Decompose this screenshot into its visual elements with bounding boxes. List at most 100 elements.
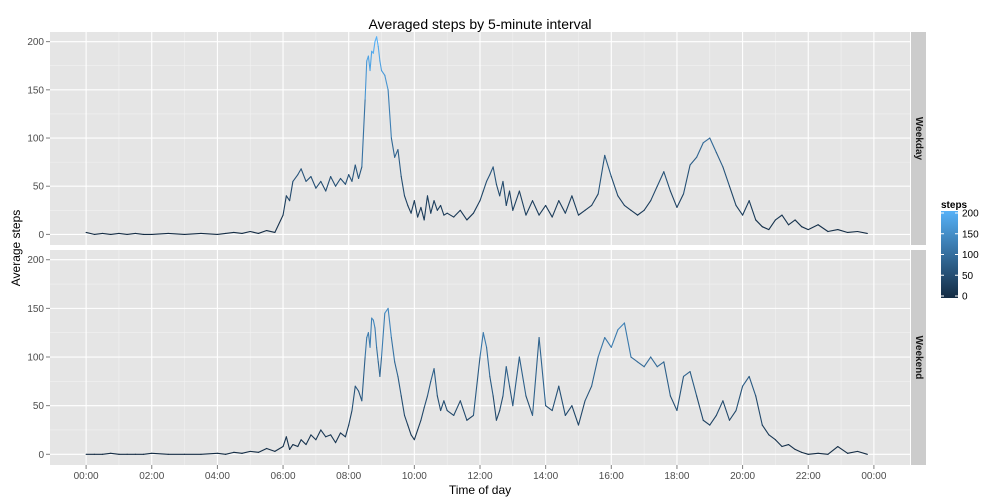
series-segment (856, 230, 868, 234)
series-segment (410, 200, 415, 214)
series-segment (742, 200, 750, 216)
series-segment (357, 390, 363, 402)
strip-label: Weekday (913, 117, 924, 161)
series-segment (525, 200, 534, 216)
y-tick-label: 150 (27, 304, 44, 315)
x-tick-label: 02:00 (139, 471, 164, 482)
x-tick-label: 00:00 (74, 471, 99, 482)
series-segment (577, 209, 586, 216)
series-segment (93, 232, 104, 235)
panels: Weekday Weekend (50, 32, 926, 465)
series-segment (134, 232, 145, 235)
series-segment (682, 371, 691, 378)
series-segment (384, 307, 389, 314)
series-segment (200, 232, 218, 235)
series-segment (663, 361, 671, 397)
series-segment (502, 180, 507, 207)
series-segment (722, 166, 731, 187)
series-segment (376, 346, 379, 363)
series-segment (682, 164, 691, 195)
strip-background (911, 32, 926, 245)
series-segment (459, 400, 468, 421)
series-segment (584, 204, 593, 211)
series-segment (249, 230, 259, 234)
series-segment (446, 212, 455, 218)
series-segment (492, 395, 497, 421)
series-segment (225, 451, 235, 455)
series-segment (390, 137, 396, 158)
series-segment (794, 448, 803, 453)
series-segment (584, 385, 593, 402)
legend-tick-label: 50 (962, 271, 974, 282)
series-segment (768, 434, 776, 441)
series-segment (709, 137, 717, 154)
strip-background (911, 250, 926, 465)
series-segment (426, 195, 432, 214)
series-segment (623, 322, 632, 358)
series-segment (364, 60, 368, 101)
series-segment (118, 232, 128, 235)
series-segment (728, 409, 737, 421)
series-segment (325, 434, 332, 438)
series-segment (768, 219, 776, 231)
series-segment (505, 190, 511, 207)
series-segment (742, 375, 750, 387)
series-segment (571, 195, 580, 216)
series-segment (748, 200, 757, 221)
legend-tick-label: 150 (962, 229, 979, 240)
series-segment (604, 337, 612, 348)
series-segment (446, 409, 455, 416)
series-segment (241, 450, 251, 454)
legend-tick-label: 100 (962, 250, 979, 261)
series-segment (403, 414, 409, 426)
series-segment (297, 439, 302, 448)
series-segment (420, 206, 425, 221)
series-segment (643, 356, 652, 368)
series-segment (285, 436, 291, 450)
series-segment (709, 414, 717, 426)
x-axis-title: Time of day (449, 483, 511, 497)
series-segment (499, 180, 504, 197)
series-segment (696, 395, 704, 421)
series-segment (466, 212, 474, 221)
series-segment (335, 177, 342, 187)
series-segment (376, 36, 379, 48)
series-segment (558, 385, 566, 416)
series-segment (216, 232, 227, 235)
series-segment (486, 346, 491, 378)
x-tick-label: 08:00 (336, 471, 361, 482)
series-segment (289, 180, 294, 202)
y-axis-title: Average steps (9, 210, 23, 287)
series-segment (545, 204, 553, 218)
series-segment (330, 434, 337, 444)
series-segment (151, 452, 169, 455)
x-tick-label: 04:00 (205, 471, 230, 482)
series-segment (669, 190, 678, 208)
series-segment (339, 177, 346, 185)
series-segment (417, 419, 422, 431)
series-segment (761, 226, 770, 231)
series-segment (325, 176, 332, 192)
series-segment (310, 434, 317, 441)
series-segment (696, 142, 704, 158)
series-segment (722, 400, 731, 421)
series-segment (101, 452, 112, 455)
series-segment (413, 200, 419, 218)
series-segment (305, 176, 312, 182)
series-segment (502, 366, 507, 397)
series-segment (292, 444, 299, 448)
series-segment (397, 149, 402, 178)
x-tick-label: 00:00 (861, 471, 886, 482)
series-segment (774, 439, 783, 448)
y-tick-label: 100 (27, 134, 44, 145)
series-segment (538, 204, 547, 216)
series-segment (420, 407, 425, 421)
series-segment (591, 193, 599, 207)
series-segment (430, 368, 435, 382)
series-segment (837, 229, 849, 234)
series-segment (101, 232, 112, 235)
series-segment (354, 385, 360, 392)
series-segment (591, 356, 599, 387)
x-axis: 00:00 02:00 04:00 06:00 08:00 10:00 12:00 14:00… (74, 465, 887, 482)
series-segment (344, 174, 350, 185)
